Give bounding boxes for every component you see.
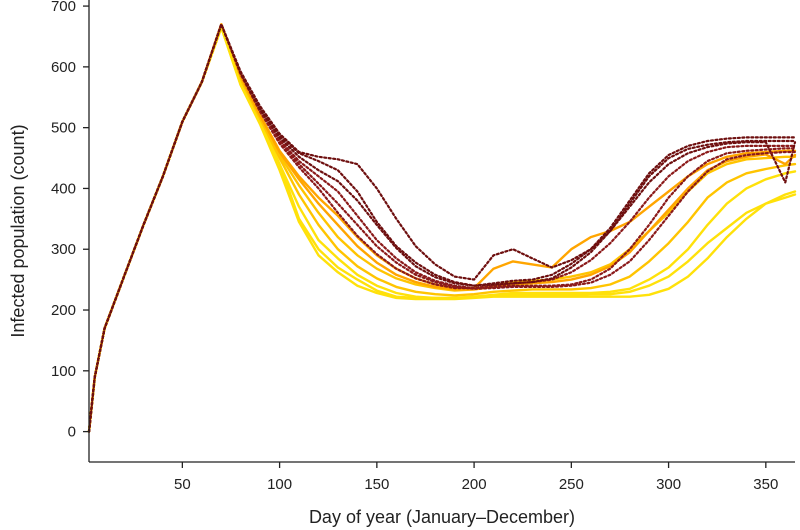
y-tick-label: 700 [51, 0, 76, 15]
x-tick-label: 250 [559, 476, 584, 493]
series-line-8-dotted [87, 23, 797, 433]
series-line-13-dotted [87, 23, 797, 433]
series-line-5-solid [87, 23, 797, 433]
y-tick-label: 300 [51, 241, 76, 258]
y-tick-label: 100 [51, 363, 76, 380]
y-axis-label: Infected population (count) [8, 124, 28, 337]
series-line-6-solid [87, 23, 797, 433]
x-tick-label: 200 [462, 476, 487, 493]
y-tick-label: 600 [51, 59, 76, 76]
y-tick-label: 0 [68, 424, 76, 441]
x-tick-label: 150 [364, 476, 389, 493]
series-line-10-dotted [87, 23, 797, 433]
x-tick-label: 50 [174, 476, 191, 493]
x-tick-label: 300 [656, 476, 681, 493]
y-tick-label: 400 [51, 180, 76, 197]
series-line-3-solid [87, 26, 797, 433]
x-tick-label: 350 [753, 476, 778, 493]
series-line-11-dotted [87, 23, 797, 433]
x-tick-label: 100 [267, 476, 292, 493]
plot-area [87, 23, 797, 433]
series-line-1-solid [87, 26, 797, 433]
x-axis-label: Day of year (January–December) [309, 507, 575, 527]
x-axis-ticks: 50 100 150 200 250 300 350 [174, 462, 778, 493]
series-line-12-dotted [87, 23, 797, 433]
series-line-9-dotted [87, 23, 797, 433]
series-line-4-solid [87, 26, 797, 433]
series-line-7-solid [87, 26, 797, 433]
y-tick-label: 500 [51, 120, 76, 137]
y-axis-ticks: 0 100 200 300 400 500 600 700 [51, 0, 89, 441]
series-line-2-solid [87, 26, 797, 433]
y-tick-label: 200 [51, 302, 76, 319]
